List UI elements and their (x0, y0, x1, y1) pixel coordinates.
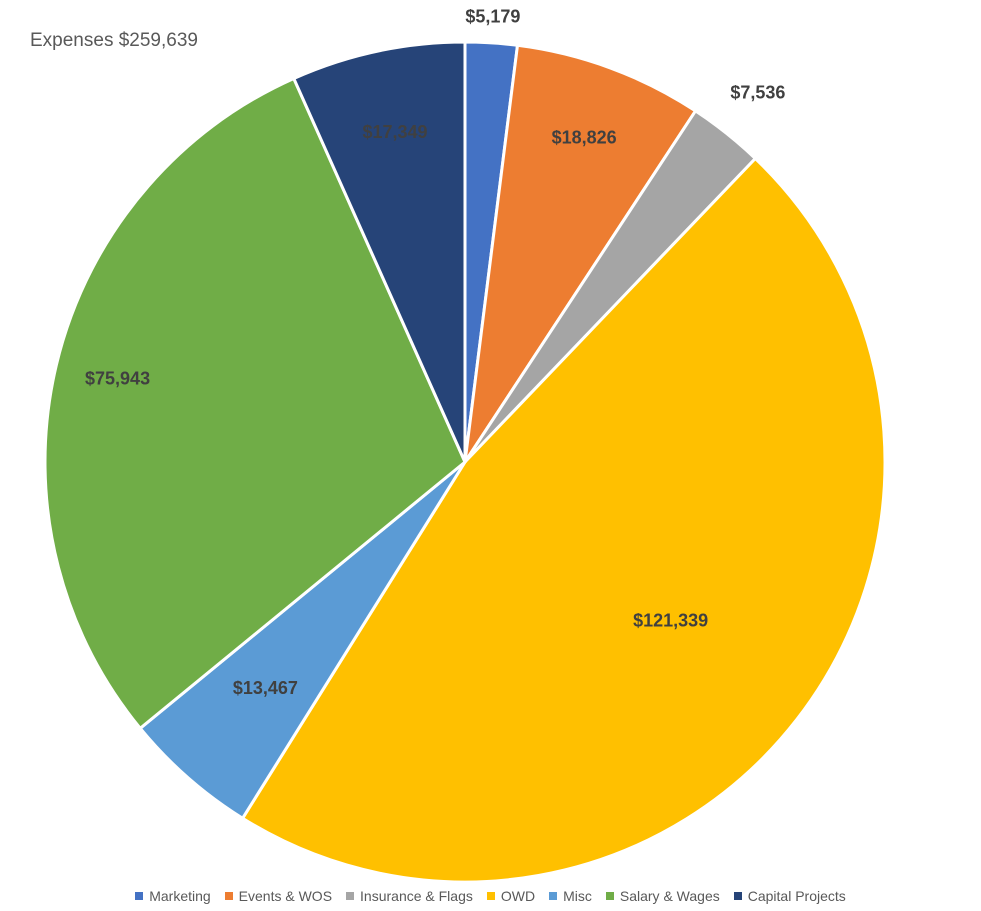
legend-item: Capital Projects (733, 888, 846, 904)
pie-slice-misc (138, 460, 467, 821)
legend-swatch (224, 892, 233, 900)
data-label-owd: $121,339 (633, 611, 708, 631)
legend-item: Events & WOS (224, 888, 333, 904)
legend-item: Marketing (135, 888, 211, 904)
legend: Marketing Events & WOS Insurance & Flags OW… (0, 888, 981, 904)
legend-label: OWD (500, 888, 536, 904)
legend-item: OWD (486, 888, 536, 904)
legend-item: Misc (549, 888, 592, 904)
pie-data-labels: $5,179 $18,826 $7,536 $121,339 $13,467 $75,94… (85, 6, 785, 697)
data-label-insurance-flags: $7,536 (730, 83, 785, 103)
data-label-marketing: $5,179 (465, 6, 520, 26)
pie-slices (43, 40, 887, 884)
pie-slice-capital-projects (291, 40, 467, 463)
legend-item: Insurance & Flags (346, 888, 473, 904)
legend-swatch (549, 892, 558, 900)
legend-swatch (733, 892, 742, 900)
legend-swatch (486, 892, 495, 900)
legend-label: Salary & Wages (619, 888, 720, 904)
legend-label: Insurance & Flags (360, 888, 473, 904)
legend-label: Capital Projects (747, 888, 846, 904)
legend-swatch (135, 892, 144, 900)
data-label-capital-projects: $17,349 (362, 122, 427, 142)
pie-slice-owd (240, 156, 887, 884)
legend-swatch (346, 892, 355, 900)
pie-slice-events-wos (463, 43, 698, 463)
pie-slice-salary-wages (43, 76, 467, 731)
legend-swatch (605, 892, 614, 900)
data-label-salary-wages: $75,943 (85, 369, 150, 389)
data-label-events-wos: $18,826 (552, 128, 617, 148)
legend-label: Misc (563, 888, 592, 904)
legend-label: Events & WOS (238, 888, 333, 904)
data-label-misc: $13,467 (233, 678, 298, 698)
legend-item: Salary & Wages (605, 888, 720, 904)
legend-label: Marketing (149, 888, 211, 904)
chart-title: Expenses $259,639 (30, 30, 198, 51)
